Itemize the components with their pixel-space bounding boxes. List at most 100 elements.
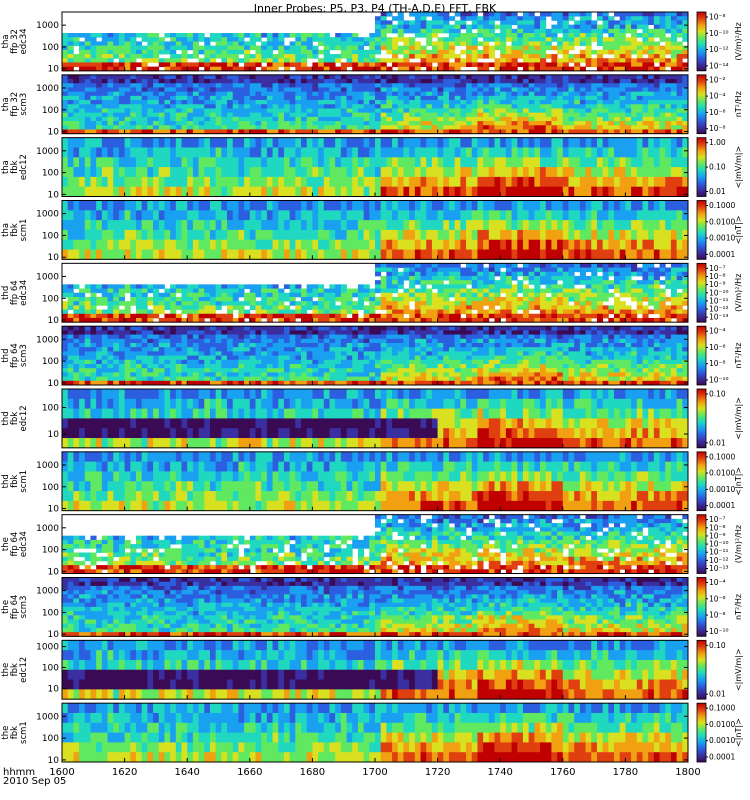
spectrogram-cell	[306, 301, 313, 306]
spectrogram-cell	[312, 74, 319, 80]
spectrogram-cell	[670, 121, 678, 126]
spectrogram-cell	[397, 129, 404, 135]
spectrogram-cell	[335, 317, 342, 323]
spectrogram-cell	[551, 37, 558, 42]
spectrogram-cell	[682, 210, 689, 221]
spectrogram-cell	[511, 100, 518, 105]
spectrogram-cell	[431, 157, 438, 168]
spectrogram-cell	[653, 239, 660, 250]
spectrogram-cell	[67, 296, 74, 302]
spectrogram-cell	[192, 157, 199, 168]
spectrogram-cell	[164, 112, 171, 118]
spectrogram-cell	[386, 37, 393, 42]
spectrogram-cell	[255, 91, 262, 97]
spectrogram-cell	[517, 79, 524, 84]
spectrogram-cell	[557, 95, 564, 101]
spectrogram-cell	[232, 49, 239, 55]
spectrogram-cell	[130, 176, 137, 188]
spectrogram-cell	[118, 108, 125, 114]
spectrogram-cell	[466, 249, 473, 260]
spectrogram-cell	[670, 249, 678, 260]
spectrogram-cell	[369, 309, 376, 315]
spectrogram-cell	[357, 317, 365, 323]
spectrogram-cell	[557, 125, 564, 130]
spectrogram-cell	[636, 157, 643, 168]
spectrogram-cell	[124, 305, 131, 310]
spectrogram-cell	[505, 176, 512, 188]
spectrogram-cell	[676, 112, 683, 118]
spectrogram-cell	[579, 37, 586, 42]
spectrogram-cell	[363, 176, 370, 188]
spectrogram-cell	[90, 129, 97, 135]
spectrogram-cell	[323, 62, 330, 68]
spectrogram-cell	[84, 112, 91, 118]
spectrogram-cell	[278, 121, 285, 126]
spectrogram-cell	[562, 37, 569, 42]
spectrogram-cell	[517, 45, 524, 51]
spectrogram-cell	[158, 229, 165, 241]
spectrogram-cell	[619, 12, 626, 17]
spectrogram-cell	[392, 104, 399, 109]
spectrogram-cell	[170, 49, 177, 55]
spectrogram-cell	[534, 108, 541, 114]
spectrogram-cell	[386, 147, 393, 158]
spectrogram-cell	[107, 305, 114, 310]
spectrogram-cell	[312, 62, 319, 68]
spectrogram-cell	[653, 167, 660, 178]
spectrogram-cell	[562, 16, 569, 21]
spectrogram-cell	[147, 210, 154, 221]
spectrogram-cell	[73, 121, 80, 126]
spectrogram-cell	[602, 74, 609, 80]
spectrogram-cell	[648, 58, 655, 63]
spectrogram-cell	[335, 284, 342, 289]
spectrogram-cell	[540, 296, 547, 302]
spectrogram-cell	[278, 137, 285, 148]
spectrogram-cell	[642, 83, 649, 88]
spectrogram-cell	[283, 292, 291, 298]
spectrogram-cell	[357, 108, 365, 114]
spectrogram-cell	[511, 104, 518, 109]
spectrogram-cell	[135, 309, 143, 315]
spectrogram-cell	[540, 263, 547, 268]
spectrogram-cell	[96, 79, 103, 84]
spectrogram-cell	[215, 108, 222, 114]
spectrogram-cell	[329, 220, 336, 231]
spectrogram-cell	[420, 33, 427, 38]
spectrogram-cell	[443, 100, 450, 105]
spectrogram-cell	[511, 305, 518, 310]
spectrogram-cell	[181, 137, 188, 148]
spectrogram-cell	[665, 74, 672, 80]
spectrogram-cell	[500, 305, 507, 310]
spectrogram-cell	[101, 129, 108, 135]
spectrogram-cell	[346, 229, 353, 241]
spectrogram-cell	[340, 292, 347, 298]
spectrogram-cell	[511, 186, 518, 197]
spectrogram-cell	[261, 301, 268, 306]
spectrogram-cell	[84, 54, 91, 59]
spectrogram-cell	[602, 220, 609, 231]
spectrogram-cell	[283, 108, 291, 114]
spectrogram-cell	[500, 200, 507, 211]
spectrogram-cell	[141, 74, 148, 80]
spectrogram-cell	[215, 87, 222, 93]
spectrogram-cell	[534, 267, 541, 273]
spectrogram-cell	[420, 54, 427, 59]
spectrogram-cell	[534, 112, 541, 118]
spectrogram-cell	[340, 87, 347, 93]
spectrogram-cell	[625, 87, 632, 93]
spectrogram-cell	[357, 62, 365, 68]
spectrogram-cell	[187, 157, 194, 168]
spectrogram-cell	[574, 121, 581, 126]
spectrogram-cell	[448, 33, 456, 38]
spectrogram-cell	[392, 137, 399, 148]
spectrogram-cell	[67, 239, 74, 250]
spectrogram-cell	[215, 200, 222, 211]
spectrogram-cell	[642, 91, 649, 97]
spectrogram-cell	[232, 91, 239, 97]
spectrogram-cell	[528, 176, 535, 188]
spectrogram-cell	[403, 147, 410, 158]
spectrogram-cell	[591, 210, 598, 221]
spectrogram-cell	[653, 200, 660, 211]
spectrogram-cell	[192, 49, 199, 55]
spectrogram-cell	[431, 301, 438, 306]
